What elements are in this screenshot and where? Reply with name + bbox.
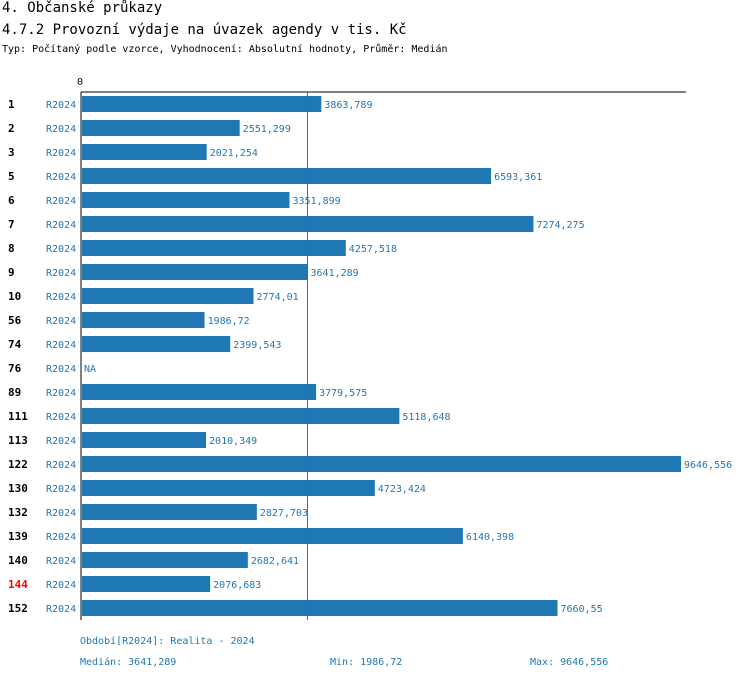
value-label: 2010,349 [209, 436, 257, 447]
value-label: 7660,55 [560, 604, 602, 615]
value-label: 5118,648 [402, 412, 450, 423]
value-label: 4257,518 [349, 244, 397, 255]
series-label: R2024 [46, 268, 76, 279]
bar [82, 576, 211, 592]
bar [82, 264, 308, 280]
series-label: R2024 [46, 508, 76, 519]
series-label: R2024 [46, 292, 76, 303]
value-label: 2774,01 [257, 292, 299, 303]
category-label: 113 [8, 434, 28, 447]
category-label: 76 [8, 362, 22, 375]
value-label: 3779,575 [319, 388, 367, 399]
category-label: 74 [8, 338, 22, 351]
series-label: R2024 [46, 148, 76, 159]
bar [82, 504, 257, 520]
page-title: 4. Občanské průkazy [2, 0, 163, 16]
category-label: 111 [8, 410, 28, 423]
series-label: R2024 [46, 316, 76, 327]
bar [82, 408, 400, 424]
series-label: R2024 [46, 412, 76, 423]
series-label: R2024 [46, 532, 76, 543]
value-label: 6140,398 [466, 532, 514, 543]
category-label: 144 [8, 578, 28, 591]
footer-min: Min: 1986,72 [330, 657, 403, 668]
category-label: 7 [8, 218, 15, 231]
value-label: 2682,641 [251, 556, 299, 567]
bar [82, 312, 205, 328]
chart-subtitle: 4.7.2 Provozní výdaje na úvazek agendy v… [2, 22, 407, 38]
series-label: R2024 [46, 460, 76, 471]
value-label: 6593,361 [494, 172, 542, 183]
category-label: 2 [8, 122, 15, 135]
category-label: 130 [8, 482, 28, 495]
category-label: 139 [8, 530, 28, 543]
series-label: R2024 [46, 580, 76, 591]
series-label: R2024 [46, 100, 76, 111]
category-label: 132 [8, 506, 28, 519]
bar [82, 552, 248, 568]
chart-meta: Typ: Počítaný podle vzorce, Vyhodnocení:… [2, 44, 448, 55]
category-label: 140 [8, 554, 28, 567]
x-axis-zero-label: 0 [77, 77, 83, 88]
bar [82, 120, 240, 136]
category-label: 152 [8, 602, 28, 615]
value-label: NA [84, 364, 96, 375]
series-label: R2024 [46, 388, 76, 399]
category-label: 122 [8, 458, 28, 471]
footer-max: Max: 9646,556 [530, 657, 609, 668]
category-label: 3 [8, 146, 15, 159]
bar [82, 480, 375, 496]
bar [82, 288, 254, 304]
footer-median: Medián: 3641,289 [80, 657, 177, 668]
bar [82, 240, 346, 256]
category-label: 1 [8, 98, 15, 111]
bar [82, 336, 231, 352]
value-label: 4723,424 [378, 484, 426, 495]
series-label: R2024 [46, 244, 76, 255]
bar [82, 528, 463, 544]
value-label: 2399,543 [233, 340, 281, 351]
value-label: 3863,789 [324, 100, 372, 111]
series-label: R2024 [46, 172, 76, 183]
series-label: R2024 [46, 340, 76, 351]
series-label: R2024 [46, 436, 76, 447]
value-label: 1986,72 [208, 316, 250, 327]
series-label: R2024 [46, 556, 76, 567]
bar [82, 432, 207, 448]
series-label: R2024 [46, 484, 76, 495]
value-label: 9646,556 [684, 460, 732, 471]
series-label: R2024 [46, 604, 76, 615]
series-label: R2024 [46, 124, 76, 135]
category-label: 10 [8, 290, 21, 303]
category-label: 89 [8, 386, 21, 399]
footer-period: Období[R2024]: Realita - 2024 [80, 636, 255, 647]
category-label: 8 [8, 242, 15, 255]
bar [82, 600, 558, 616]
value-label: 3641,289 [310, 268, 358, 279]
bar [82, 192, 290, 208]
bar [82, 144, 207, 160]
value-label: 7274,275 [536, 220, 584, 231]
bar [82, 168, 492, 184]
bar [82, 96, 322, 112]
bar [82, 456, 681, 472]
series-label: R2024 [46, 364, 76, 375]
bar [82, 384, 317, 400]
value-label: 2827,703 [260, 508, 308, 519]
category-label: 9 [8, 266, 15, 279]
category-label: 56 [8, 314, 22, 327]
value-label: 2076,683 [213, 580, 261, 591]
category-label: 6 [8, 194, 15, 207]
category-label: 5 [8, 170, 15, 183]
value-label: 2551,299 [243, 124, 291, 135]
series-label: R2024 [46, 196, 76, 207]
series-label: R2024 [46, 220, 76, 231]
value-label: 3351,899 [292, 196, 340, 207]
value-label: 2021,254 [210, 148, 258, 159]
